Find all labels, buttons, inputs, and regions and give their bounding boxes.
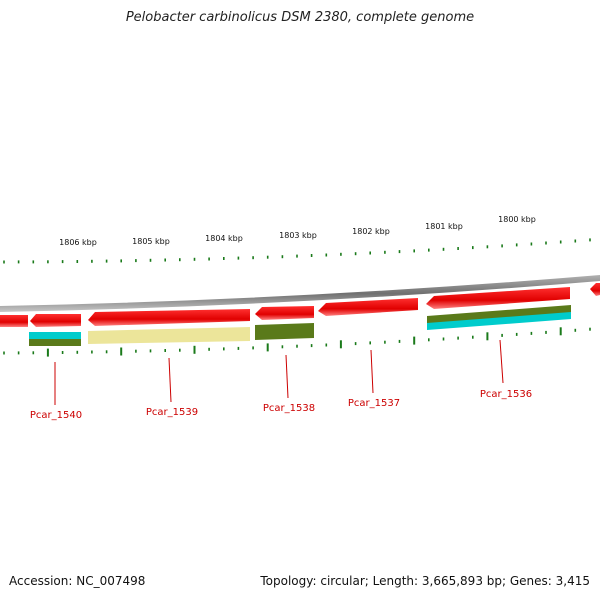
cds-arrow-pcar-1536[interactable] [426,287,570,309]
lower-tick-track [3,327,591,357]
genome-backbone [0,275,600,312]
cds-arrow-pcar-1540[interactable] [30,314,81,327]
gene-label-pcar-1539[interactable]: Pcar_1539 [146,407,198,418]
feature-bar-khaki[interactable] [88,327,250,344]
scale-tick-track [3,238,591,264]
cds-arrow-pcar-1538[interactable] [255,306,314,320]
gene-label-pcar-1540[interactable]: Pcar_1540 [30,410,82,421]
cds-arrow[interactable] [0,315,28,327]
topology-summary: Topology: circular; Length: 3,665,893 bp… [260,574,590,588]
scale-label-1802: 1802 kbp [352,227,390,236]
gene-leader-line [168,357,172,403]
gene-label-pcar-1538[interactable]: Pcar_1538 [263,403,315,414]
cds-arrow-pcar-1539[interactable] [88,309,250,326]
scale-label-1806: 1806 kbp [59,238,97,247]
scale-label-1800: 1800 kbp [498,215,536,224]
accession-text: Accession: NC_007498 [9,574,146,588]
scale-label-1801: 1801 kbp [425,222,463,231]
gene-leader-line [285,354,289,399]
genome-title: Pelobacter carbinolicus DSM 2380, comple… [125,10,475,25]
feature-bar-olive[interactable] [255,323,314,340]
gene-label-pcar-1536[interactable]: Pcar_1536 [480,389,532,400]
feature-bar-cyan[interactable] [29,332,81,339]
scale-label-1804: 1804 kbp [205,234,243,243]
gene-label-pcar-1537[interactable]: Pcar_1537 [348,398,400,409]
feature-bar-olive[interactable] [29,339,81,346]
cds-arrow-partial[interactable] [590,283,600,296]
gene-leader-line [370,349,374,394]
scale-label-1805: 1805 kbp [132,237,170,246]
gene-leader-line [499,339,504,384]
feature-bar-cyan[interactable] [427,312,571,330]
feature-bar-olive[interactable] [427,305,571,324]
cds-arrow-pcar-1537[interactable] [318,298,418,316]
scale-label-1803: 1803 kbp [279,231,317,240]
